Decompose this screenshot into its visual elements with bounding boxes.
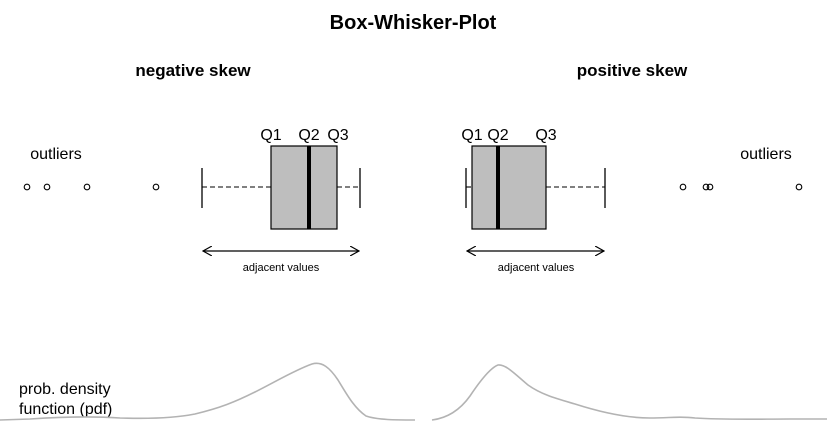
q3-label: Q3 <box>535 127 556 144</box>
pdf-curve-negative-skew <box>0 362 416 421</box>
iqr-box <box>471 145 547 230</box>
outlier-point <box>83 183 91 191</box>
outlier-point <box>43 183 51 191</box>
iqr-box <box>270 145 338 230</box>
q1-label: Q1 <box>461 127 482 144</box>
pdf-label-line1: prob. density <box>19 381 111 398</box>
adjacent-values-label: adjacent values <box>498 262 575 274</box>
pdf-curve-positive-skew <box>431 364 827 421</box>
q2-label: Q2 <box>487 127 508 144</box>
outlier-points <box>679 183 803 191</box>
q3-label: Q3 <box>327 127 348 144</box>
outlier-point <box>702 183 710 191</box>
panel-heading: negative skew <box>135 61 251 80</box>
outliers-label: outliers <box>740 146 792 163</box>
pdf-label-line2: function (pdf) <box>19 401 112 418</box>
outlier-points <box>23 183 160 191</box>
panel-negative-skew: negative skew outliers Q1 Q2 Q3 adjacent… <box>23 61 361 274</box>
q2-label: Q2 <box>298 127 319 144</box>
outliers-label: outliers <box>30 146 82 163</box>
outlier-point <box>152 183 160 191</box>
panel-heading: positive skew <box>577 61 688 80</box>
outlier-point <box>679 183 687 191</box>
outlier-point <box>706 183 714 191</box>
q1-label: Q1 <box>260 127 281 144</box>
adjacent-values-label: adjacent values <box>243 262 320 274</box>
diagram-title: Box-Whisker-Plot <box>330 12 497 34</box>
outlier-point <box>23 183 31 191</box>
outlier-point <box>795 183 803 191</box>
panel-positive-skew: positive skew outliers Q1 Q2 Q3 adjacent… <box>461 61 803 274</box>
